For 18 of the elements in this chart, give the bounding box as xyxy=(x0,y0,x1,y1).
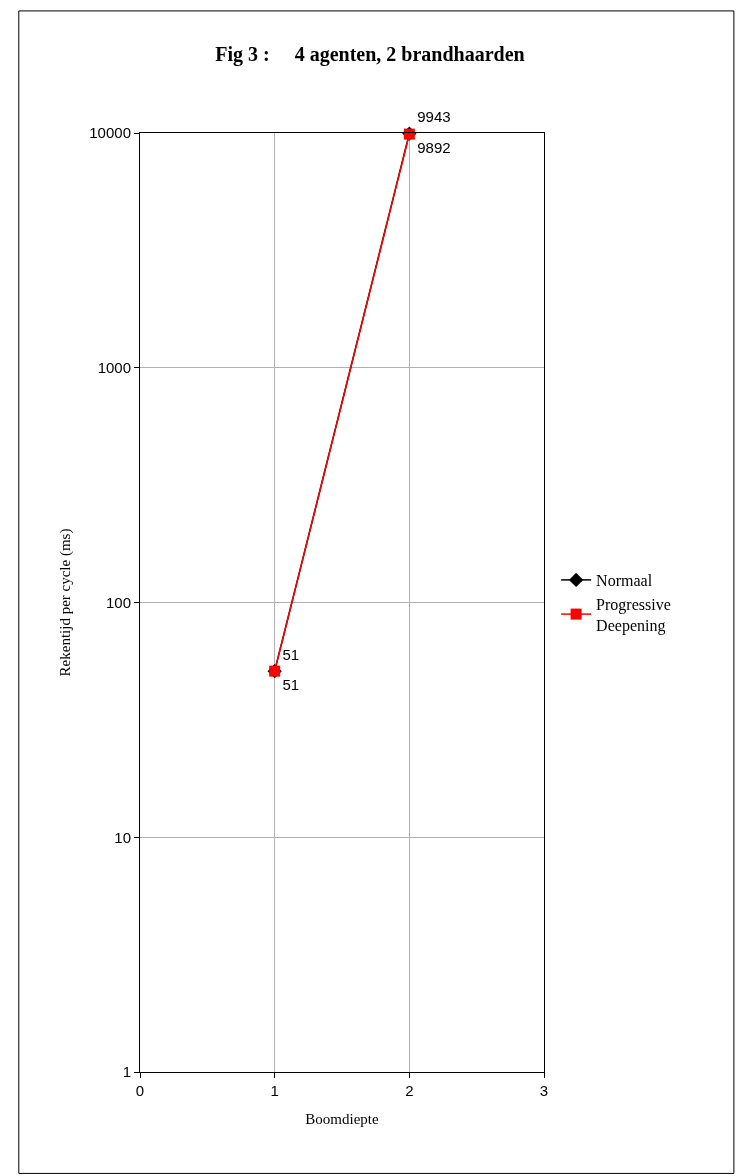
data-label: 51 xyxy=(282,645,300,663)
legend-label: Progressive Deepening xyxy=(596,595,671,635)
x-tick-label: 3 xyxy=(539,1082,549,1099)
chart-title: Fig 3 : 4 agenten, 2 brandhaarden xyxy=(215,43,525,67)
x-tick-label: 0 xyxy=(135,1082,145,1099)
x-axis-title: Boomdiepte xyxy=(305,1111,379,1127)
y-tick-label: 100 xyxy=(105,593,131,611)
x-tick-label: 1 xyxy=(270,1082,279,1099)
y-axis-title: Rekentijd per cycle (ms) xyxy=(56,528,74,677)
y-tick-label: 10000 xyxy=(89,124,131,142)
data-label: 51 xyxy=(282,676,300,694)
y-tick-label: 1 xyxy=(122,1063,131,1081)
data-label: 9943 xyxy=(417,107,451,125)
x-tick-label: 2 xyxy=(405,1082,414,1099)
y-tick-label: 1000 xyxy=(97,359,131,376)
data-label: 9892 xyxy=(417,139,451,157)
y-tick-label: 10 xyxy=(114,828,131,846)
legend-label: Normaal xyxy=(596,572,653,590)
